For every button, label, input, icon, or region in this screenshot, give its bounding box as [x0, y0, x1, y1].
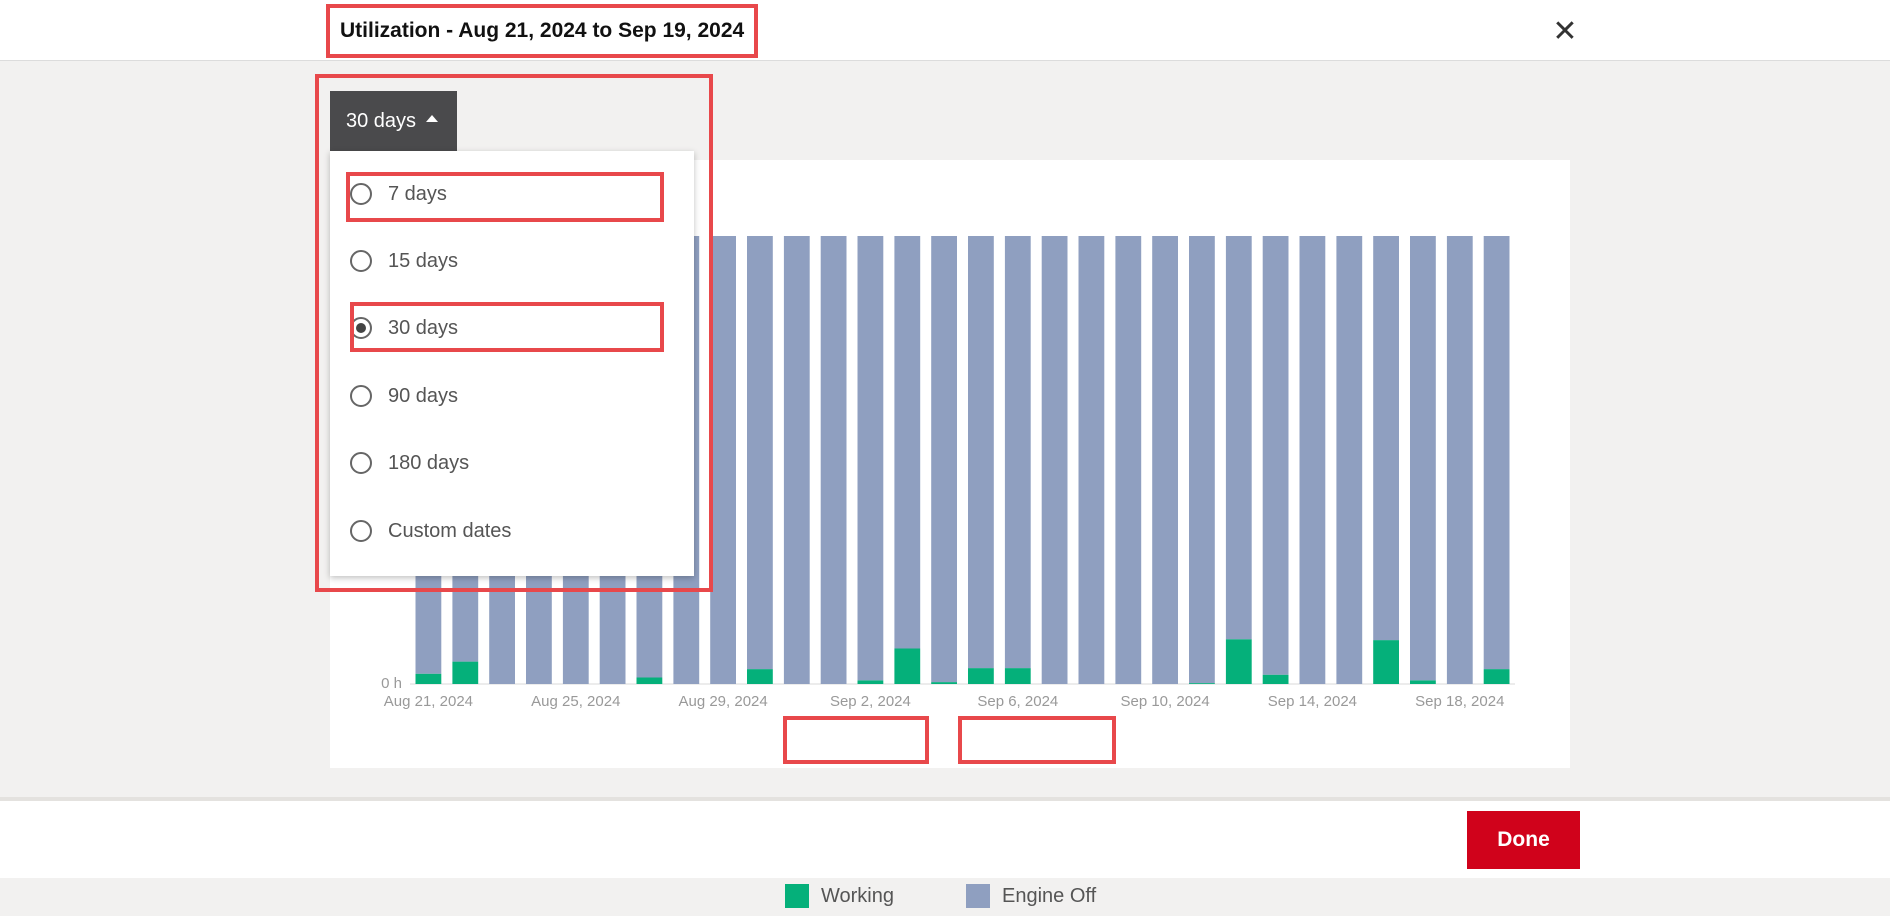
x-tick-label: Sep 18, 2024: [1415, 693, 1504, 710]
bar-engine-off[interactable]: [820, 236, 847, 684]
bar-engine-off[interactable]: [857, 236, 884, 681]
bar-engine-off[interactable]: [1262, 236, 1289, 675]
date-range-button[interactable]: 30 days: [330, 91, 457, 151]
option-180-days[interactable]: 180 days: [350, 443, 650, 483]
bar-working[interactable]: [857, 680, 884, 684]
option-90-days[interactable]: 90 days: [350, 376, 650, 416]
x-tick-label: Aug 21, 2024: [384, 693, 473, 710]
bar-engine-off[interactable]: [894, 236, 921, 649]
date-range-dropdown: 7 days 15 days 30 days 90 days 180 days …: [330, 151, 694, 576]
option-label: 30 days: [388, 316, 459, 339]
bar-working[interactable]: [452, 661, 479, 684]
radio-icon: [350, 250, 372, 272]
option-label: 90 days: [388, 384, 459, 407]
bar-engine-off[interactable]: [747, 236, 773, 670]
option-30-days[interactable]: 30 days: [350, 308, 650, 348]
legend-label-working: Working: [821, 884, 894, 907]
bar-working[interactable]: [1262, 674, 1289, 684]
dialog-footer: [0, 797, 1890, 878]
bar-working[interactable]: [931, 682, 957, 684]
bar-engine-off[interactable]: [1446, 236, 1473, 684]
bar-engine-off[interactable]: [1225, 236, 1252, 640]
bar-engine-off[interactable]: [1373, 236, 1399, 641]
engine-off-swatch: [966, 884, 990, 908]
option-label: 15 days: [388, 249, 459, 272]
x-tick-label: Aug 29, 2024: [678, 693, 767, 710]
x-tick-label: Aug 25, 2024: [531, 693, 620, 710]
bar-engine-off[interactable]: [1041, 236, 1068, 684]
legend-engine-off[interactable]: Engine Off: [966, 876, 1096, 916]
bar-engine-off[interactable]: [783, 236, 810, 684]
x-tick-label: Sep 10, 2024: [1120, 693, 1209, 710]
dialog-title: Utilization - Aug 21, 2024 to Sep 19, 20…: [325, 4, 759, 58]
bar-working[interactable]: [1483, 669, 1510, 684]
radio-icon: [350, 452, 372, 474]
done-button[interactable]: Done: [1467, 811, 1580, 869]
date-range-label: 30 days: [346, 110, 417, 132]
bar-working[interactable]: [747, 669, 773, 684]
option-label: Custom dates: [388, 519, 512, 542]
bar-working[interactable]: [894, 648, 921, 685]
x-tick-label: Sep 2, 2024: [830, 693, 911, 710]
y-tick-label: 0 h: [381, 675, 402, 692]
bar-engine-off[interactable]: [968, 236, 994, 669]
bar-engine-off[interactable]: [1189, 236, 1215, 684]
x-tick-label: Sep 6, 2024: [977, 693, 1058, 710]
caret-up-icon: [426, 115, 439, 123]
radio-icon: [350, 385, 372, 407]
bar-engine-off[interactable]: [1115, 236, 1142, 684]
bar-engine-off[interactable]: [710, 236, 736, 684]
option-15-days[interactable]: 15 days: [350, 241, 650, 281]
bar-working[interactable]: [968, 668, 994, 684]
legend-working[interactable]: Working: [785, 876, 894, 916]
bar-working[interactable]: [415, 673, 442, 684]
bar-engine-off[interactable]: [1004, 236, 1031, 669]
radio-checked-icon: [350, 317, 372, 339]
close-icon[interactable]: ✕: [1552, 15, 1578, 48]
bar-engine-off[interactable]: [1336, 236, 1363, 684]
legend-label-engine-off: Engine Off: [1002, 884, 1097, 907]
dialog-header: [0, 0, 1890, 61]
bar-working[interactable]: [1373, 640, 1399, 684]
bar-engine-off[interactable]: [1152, 236, 1178, 684]
option-7-days[interactable]: 7 days: [350, 174, 650, 214]
radio-icon: [350, 520, 372, 542]
bar-engine-off[interactable]: [931, 236, 957, 683]
option-label: 7 days: [388, 182, 447, 205]
bar-engine-off[interactable]: [1410, 236, 1436, 681]
option-custom-dates[interactable]: Custom dates: [350, 511, 650, 551]
bar-engine-off[interactable]: [1078, 236, 1105, 684]
bar-working[interactable]: [1225, 639, 1252, 684]
x-tick-label: Sep 14, 2024: [1268, 693, 1357, 710]
bar-working[interactable]: [1410, 680, 1436, 684]
bar-working[interactable]: [636, 677, 663, 685]
bar-working[interactable]: [1189, 683, 1215, 684]
bar-engine-off[interactable]: [1483, 236, 1510, 670]
bar-engine-off[interactable]: [1299, 236, 1326, 684]
bar-working[interactable]: [1004, 668, 1031, 684]
working-swatch: [785, 884, 809, 908]
radio-icon: [350, 183, 372, 205]
option-label: 180 days: [388, 451, 470, 474]
